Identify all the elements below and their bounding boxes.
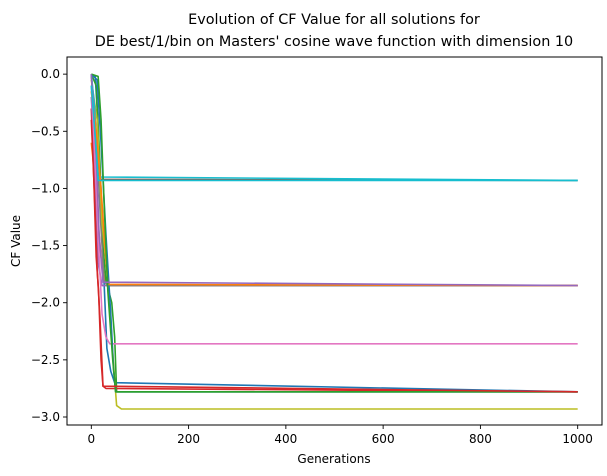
plot-frame xyxy=(66,56,603,426)
series-line-5 xyxy=(90,96,578,287)
y-tick-label: 0.0 xyxy=(41,67,60,81)
x-tick-label: 800 xyxy=(469,432,492,446)
series-line-3 xyxy=(90,73,578,393)
x-tick-label: 1000 xyxy=(562,432,593,446)
series-line-2 xyxy=(90,142,578,287)
chart-title-line-1: Evolution of CF Value for all solutions … xyxy=(188,12,480,28)
series-line-16 xyxy=(90,85,578,182)
y-tick-label: −3.0 xyxy=(31,410,60,424)
series-line-14 xyxy=(90,119,578,393)
series-line-4 xyxy=(90,108,578,393)
x-tick-label: 0 xyxy=(87,432,95,446)
series-line-9 xyxy=(90,79,578,410)
y-tick-label: −1.5 xyxy=(31,239,60,253)
series-line-7 xyxy=(90,85,578,345)
series-line-12 xyxy=(90,91,578,287)
series-line-10 xyxy=(90,74,578,182)
y-axis-label: CF Value xyxy=(9,215,23,267)
y-tick-label: −2.0 xyxy=(31,296,60,310)
x-tick-label: 200 xyxy=(177,432,200,446)
x-axis-label: Generations xyxy=(297,452,370,466)
series-line-6 xyxy=(90,74,578,182)
x-tick-label: 600 xyxy=(372,432,395,446)
x-tick-label: 400 xyxy=(274,432,297,446)
y-tick-label: −0.5 xyxy=(31,124,60,138)
chart-title-line-2: DE best/1/bin on Masters' cosine wave fu… xyxy=(95,34,573,50)
y-tick-label: −1.0 xyxy=(31,181,60,195)
y-tick-label: −2.5 xyxy=(31,353,60,367)
